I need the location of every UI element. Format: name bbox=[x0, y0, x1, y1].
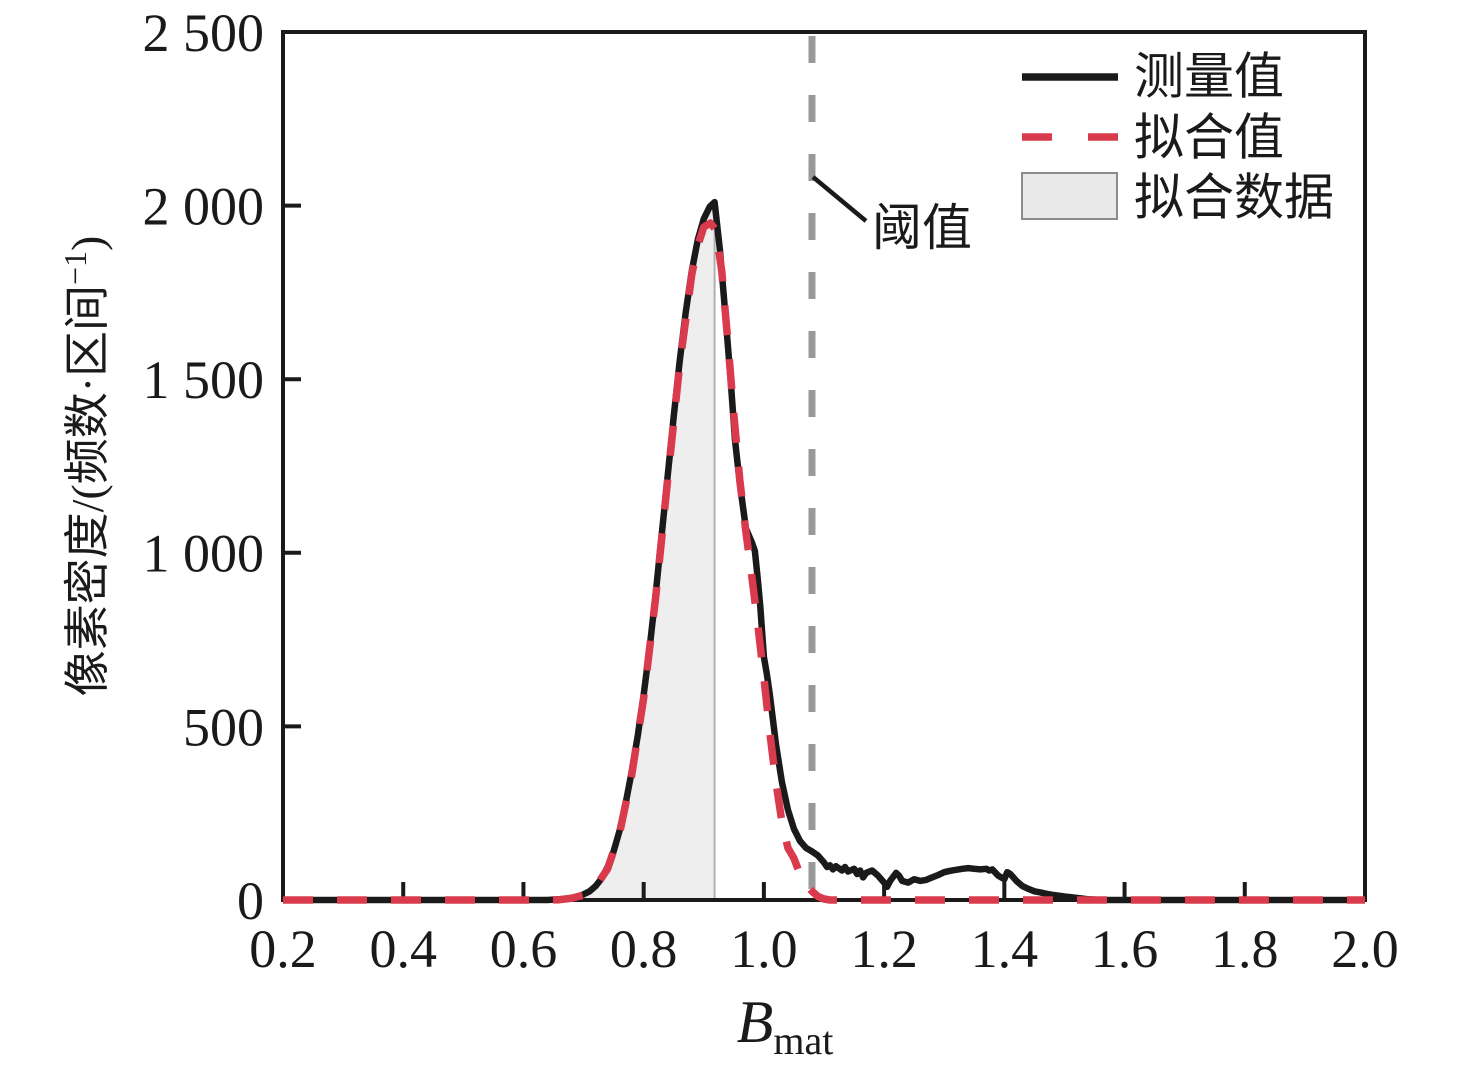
x-tick-label: 0.4 bbox=[369, 919, 437, 979]
legend-fill-label: 拟合数据 bbox=[1134, 170, 1334, 226]
x-tick-label: 1.0 bbox=[730, 919, 798, 979]
x-tick-label: 2.0 bbox=[1331, 919, 1399, 979]
y-tick-label: 1 000 bbox=[143, 524, 265, 584]
threshold-annotation-label: 阈值 bbox=[872, 200, 972, 256]
y-axis-label-suffix: ) bbox=[62, 236, 113, 251]
y-tick-label: 1 500 bbox=[143, 350, 265, 410]
legend-fill-sample bbox=[1021, 172, 1118, 220]
x-tick-label: 1.2 bbox=[850, 919, 918, 979]
legend-fitted-label: 拟合值 bbox=[1134, 110, 1284, 166]
x-tick-label: 0.6 bbox=[490, 919, 558, 979]
x-axis-label-main: B bbox=[737, 989, 774, 1055]
x-axis-tick-labels: 0.2 0.4 0.6 0.8 1.0 1.2 1.4 1.6 1.8 2.0 bbox=[249, 919, 1399, 979]
y-axis-tick-labels: 0 500 1 000 1 500 2 000 2 500 bbox=[143, 3, 265, 931]
x-tick-label: 1.4 bbox=[971, 919, 1039, 979]
fitted-data-fill bbox=[283, 199, 716, 901]
y-tick-label: 2 500 bbox=[143, 3, 265, 63]
x-tick-label: 1.8 bbox=[1211, 919, 1279, 979]
y-axis-ticks bbox=[283, 30, 301, 902]
x-tick-label: 0.2 bbox=[249, 919, 317, 979]
x-axis-label: Bmat bbox=[737, 989, 834, 1063]
measured-line bbox=[283, 198, 1365, 904]
legend-measured-label: 测量值 bbox=[1134, 49, 1284, 105]
y-tick-label: 2 000 bbox=[143, 177, 265, 237]
y-axis-label-prefix: 像素密度/(频数·区间 bbox=[62, 285, 113, 696]
y-tick-label: 500 bbox=[183, 697, 264, 757]
y-tick-label: 0 bbox=[237, 871, 264, 931]
legend: 测量值 拟合值 拟合数据 bbox=[1021, 49, 1334, 226]
fitted-line bbox=[283, 219, 1365, 904]
y-axis-label-sup: −1 bbox=[57, 251, 93, 285]
x-axis-label-sub: mat bbox=[773, 1018, 833, 1063]
annotation-leader-line bbox=[811, 175, 868, 223]
x-tick-label: 1.6 bbox=[1091, 919, 1159, 979]
y-axis-label: 像素密度/(频数·区间−1) bbox=[57, 236, 113, 697]
x-tick-label: 0.8 bbox=[610, 919, 678, 979]
